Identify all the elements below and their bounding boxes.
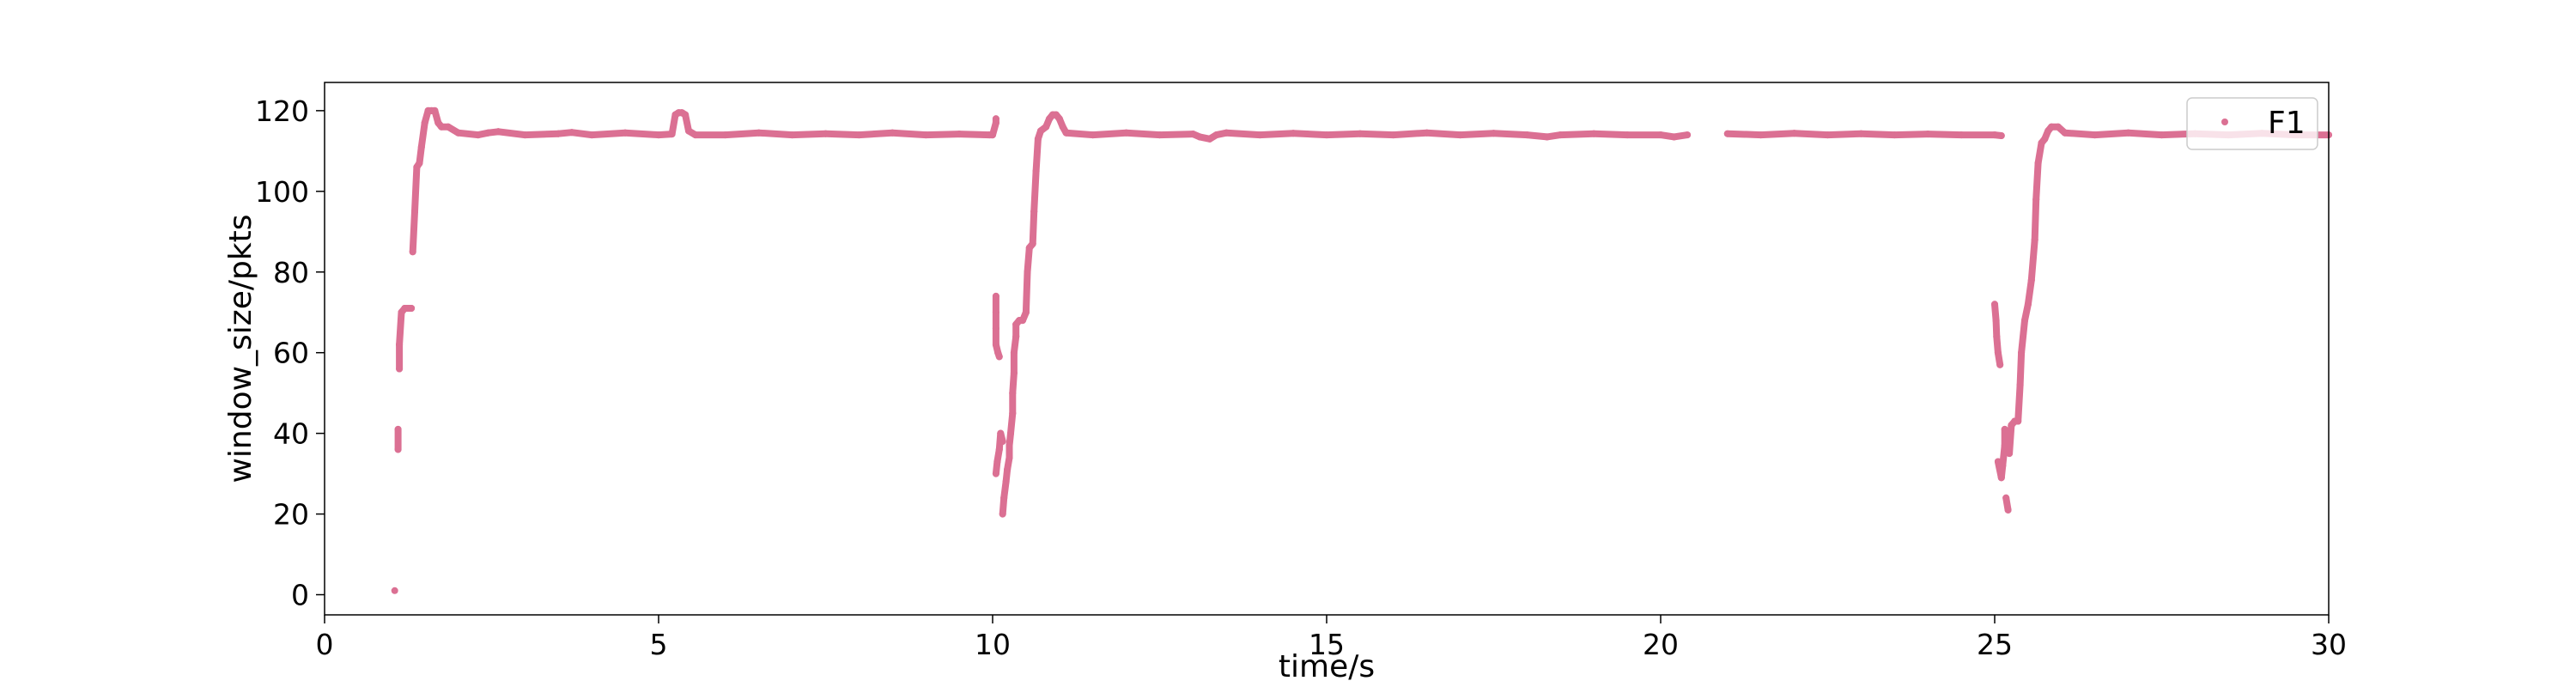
x-axis: 0 5 10 15 20 25 30 bbox=[316, 615, 2347, 661]
x-tick-label: 5 bbox=[650, 628, 668, 661]
series-trace bbox=[396, 308, 405, 349]
series-trace bbox=[1030, 167, 1040, 216]
y-axis: 0 20 40 60 80 100 120 bbox=[255, 94, 325, 612]
series-trace bbox=[1991, 131, 2005, 139]
series-trace bbox=[495, 128, 529, 139]
series-trace bbox=[1857, 130, 1899, 139]
series-trace bbox=[411, 163, 421, 216]
x-tick-label: 0 bbox=[316, 628, 334, 661]
series-trace bbox=[1156, 131, 1197, 139]
series-trace bbox=[1032, 135, 1042, 175]
series-trace bbox=[788, 130, 829, 139]
series-trace bbox=[409, 208, 418, 256]
series-trace bbox=[2014, 381, 2024, 425]
data-point bbox=[391, 587, 398, 594]
series-trace bbox=[2024, 277, 2035, 308]
series-trace bbox=[1089, 129, 1130, 139]
series-trace bbox=[1456, 130, 1498, 139]
series-trace bbox=[755, 129, 796, 139]
x-tick-label: 15 bbox=[1309, 628, 1345, 661]
series-trace bbox=[622, 129, 662, 139]
series-trace bbox=[1670, 131, 1692, 141]
series-trace bbox=[2091, 129, 2132, 139]
legend-marker bbox=[2221, 119, 2228, 125]
y-tick-label: 60 bbox=[273, 337, 309, 370]
series-trace bbox=[997, 429, 1006, 445]
y-tick-label: 120 bbox=[255, 94, 309, 128]
series-layer bbox=[391, 106, 2332, 594]
series-trace bbox=[1423, 129, 1464, 139]
series-trace bbox=[922, 131, 963, 139]
series-trace bbox=[1557, 130, 1598, 139]
series-trace bbox=[1024, 244, 1033, 276]
series-trace bbox=[1256, 130, 1297, 139]
series-trace bbox=[1356, 130, 1397, 139]
series-trace bbox=[1290, 130, 1330, 139]
y-tick-label: 100 bbox=[255, 175, 309, 209]
series-trace bbox=[889, 129, 930, 139]
series-trace bbox=[1223, 129, 1264, 139]
series-trace bbox=[1490, 130, 1531, 139]
y-tick-label: 20 bbox=[273, 498, 309, 532]
series-trace bbox=[1062, 129, 1097, 139]
y-axis-label: window_size/pkts bbox=[223, 214, 258, 483]
series-trace bbox=[2002, 494, 2012, 514]
series-trace bbox=[1824, 130, 1865, 139]
legend-box bbox=[2186, 97, 2318, 150]
legend: F1 bbox=[2186, 97, 2318, 150]
x-tick-label: 10 bbox=[975, 628, 1011, 661]
series-trace bbox=[1790, 130, 1832, 139]
series-trace bbox=[1122, 129, 1163, 139]
y-tick-label: 40 bbox=[273, 417, 309, 451]
series-trace bbox=[994, 349, 1003, 361]
legend-label: F1 bbox=[2268, 106, 2306, 141]
series-trace bbox=[417, 119, 428, 151]
series-trace bbox=[2124, 129, 2166, 139]
series-trace bbox=[2032, 159, 2042, 204]
series-trace bbox=[1323, 130, 1364, 139]
series-trace bbox=[1994, 349, 2004, 368]
series-trace bbox=[2027, 236, 2038, 284]
series-trace bbox=[956, 131, 993, 139]
series-trace bbox=[721, 129, 762, 139]
x-axis-label: time/s bbox=[1279, 649, 1375, 684]
series-trace bbox=[822, 130, 863, 139]
series-trace bbox=[1590, 130, 1631, 139]
series-trace bbox=[1757, 130, 1798, 139]
series-trace bbox=[2016, 349, 2026, 389]
series-trace bbox=[521, 130, 562, 139]
y-tick-label: 80 bbox=[273, 256, 309, 289]
x-tick-label: 20 bbox=[1643, 628, 1679, 661]
series-trace bbox=[1389, 129, 1431, 139]
x-tick-label: 30 bbox=[2311, 628, 2347, 661]
series-trace bbox=[2061, 129, 2099, 139]
series-trace bbox=[1891, 131, 1932, 139]
series-trace bbox=[1022, 268, 1031, 316]
series-trace bbox=[588, 129, 629, 139]
series-trace bbox=[2031, 196, 2040, 244]
series-trace bbox=[1924, 131, 1965, 139]
series-trace bbox=[1723, 130, 1765, 139]
y-tick-label: 0 bbox=[291, 579, 309, 612]
series-trace bbox=[2006, 422, 2015, 458]
series-trace bbox=[1029, 208, 1038, 247]
series-trace bbox=[2018, 317, 2028, 356]
series-trace bbox=[855, 129, 896, 139]
x-tick-label: 25 bbox=[1977, 628, 2013, 661]
